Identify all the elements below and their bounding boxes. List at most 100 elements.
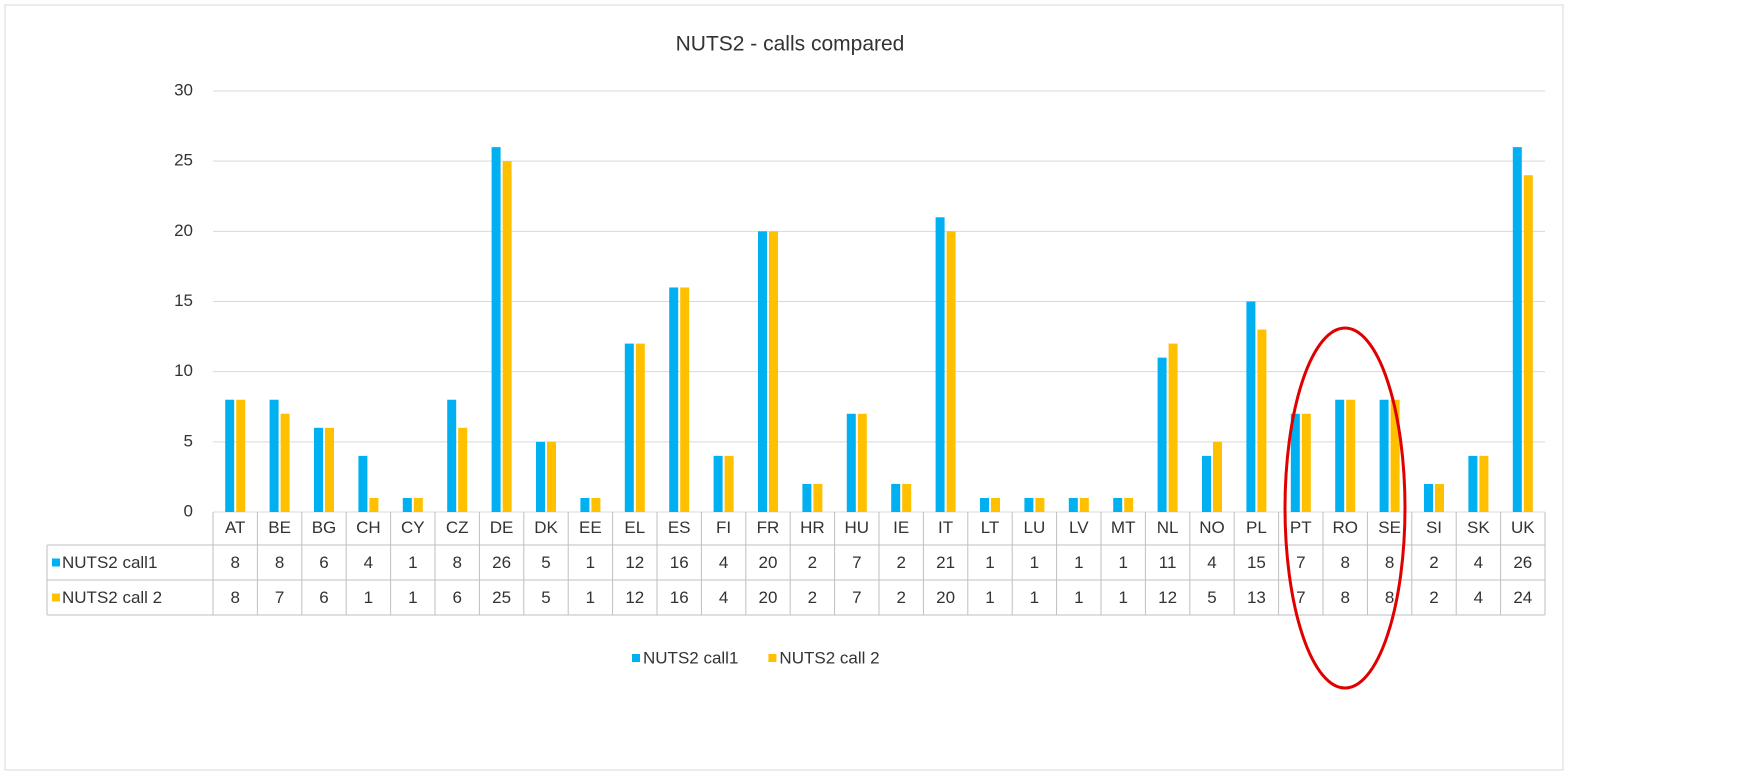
table-value: 20 — [759, 553, 778, 572]
bar — [1424, 483, 1433, 512]
table-value: 2 — [1429, 553, 1438, 572]
bar — [236, 399, 246, 512]
table-value: 24 — [1513, 588, 1532, 607]
bar — [502, 161, 512, 512]
bar — [1335, 399, 1345, 512]
bar — [1202, 455, 1211, 512]
bar — [491, 147, 501, 512]
x-tick-label: BE — [268, 518, 291, 537]
x-tick-label: ES — [668, 518, 691, 537]
table-value: 5 — [541, 553, 550, 572]
x-tick-label: PT — [1290, 518, 1312, 537]
table-value: 20 — [936, 588, 955, 607]
table-value: 2 — [808, 553, 817, 572]
table-value: 16 — [670, 588, 689, 607]
bar — [447, 399, 457, 512]
table-value: 8 — [275, 553, 284, 572]
table-value: 1 — [1030, 588, 1039, 607]
x-tick-label: HR — [800, 518, 825, 537]
bar — [624, 343, 634, 512]
x-tick-label: NL — [1157, 518, 1179, 537]
legend-key — [768, 654, 777, 662]
bar — [946, 231, 956, 513]
table-value: 8 — [1340, 588, 1349, 607]
table-value: 2 — [896, 588, 905, 607]
bar — [1468, 455, 1478, 512]
bar — [1113, 497, 1123, 512]
bar — [358, 455, 368, 512]
bar — [724, 455, 734, 512]
x-tick-label: SI — [1426, 518, 1442, 537]
bar — [713, 455, 723, 512]
bar — [1379, 399, 1389, 512]
bar — [280, 413, 290, 512]
table-value: 6 — [319, 553, 328, 572]
bar — [580, 497, 590, 512]
bar — [758, 231, 767, 513]
table-value: 5 — [541, 588, 550, 607]
bar — [1168, 343, 1178, 512]
bar — [813, 483, 823, 512]
table-value: 25 — [492, 588, 511, 607]
table-value: 8 — [1385, 553, 1394, 572]
bar — [225, 399, 235, 512]
bar — [1346, 399, 1356, 512]
bar — [1290, 413, 1300, 512]
bar — [402, 497, 412, 512]
table-value: 16 — [670, 553, 689, 572]
table-value: 1 — [586, 588, 595, 607]
table-value: 4 — [719, 588, 728, 607]
x-tick-label: NO — [1199, 518, 1225, 537]
x-tick-label: LV — [1069, 518, 1089, 537]
table-value: 7 — [1296, 553, 1305, 572]
table-value: 7 — [275, 588, 284, 607]
bar — [325, 427, 334, 512]
bar — [1301, 413, 1311, 512]
table-value: 6 — [319, 588, 328, 607]
table-value: 5 — [1207, 588, 1216, 607]
table-value: 7 — [852, 588, 861, 607]
bar — [1024, 497, 1034, 512]
x-tick-label: DK — [534, 518, 558, 537]
x-tick-label: RO — [1332, 518, 1358, 537]
table-value: 8 — [1340, 553, 1349, 572]
x-tick-label: EL — [624, 518, 645, 537]
table-value: 4 — [364, 553, 373, 572]
bar — [413, 497, 423, 512]
table-value: 15 — [1247, 553, 1266, 572]
y-tick-label: 0 — [184, 501, 193, 520]
table-value: 13 — [1247, 588, 1266, 607]
bar — [802, 483, 812, 512]
x-tick-label: SK — [1467, 518, 1490, 537]
bar — [769, 231, 778, 513]
x-tick-label: LT — [981, 518, 1000, 537]
bar — [1257, 329, 1267, 512]
y-tick-label: 15 — [174, 291, 193, 310]
x-tick-label: CZ — [446, 518, 469, 537]
legend-label: NUTS2 call 2 — [779, 648, 879, 667]
table-value: 1 — [1074, 588, 1083, 607]
table-value: 12 — [625, 553, 644, 572]
plot-area: 051015202530AT88BE87BG66CH41CY11CZ86DE26… — [46, 80, 1546, 667]
table-value: 8 — [230, 553, 239, 572]
bar — [857, 413, 867, 512]
x-tick-label: SE — [1378, 518, 1401, 537]
x-tick-label: CH — [356, 518, 381, 537]
x-tick-label: AT — [225, 518, 245, 537]
x-tick-label: MT — [1111, 518, 1136, 537]
x-tick-label: HU — [845, 518, 870, 537]
bar — [680, 287, 690, 512]
table-value: 1 — [408, 553, 417, 572]
table-legend-key — [52, 593, 60, 602]
table-value: 12 — [1158, 588, 1177, 607]
x-tick-label: BG — [312, 518, 337, 537]
table-value: 1 — [1030, 553, 1039, 572]
bar — [1213, 441, 1222, 512]
x-tick-label: IE — [893, 518, 909, 537]
bar — [1435, 483, 1444, 512]
bar — [369, 497, 379, 512]
y-tick-label: 20 — [174, 221, 193, 240]
bar — [1246, 301, 1256, 512]
bar — [669, 287, 679, 512]
